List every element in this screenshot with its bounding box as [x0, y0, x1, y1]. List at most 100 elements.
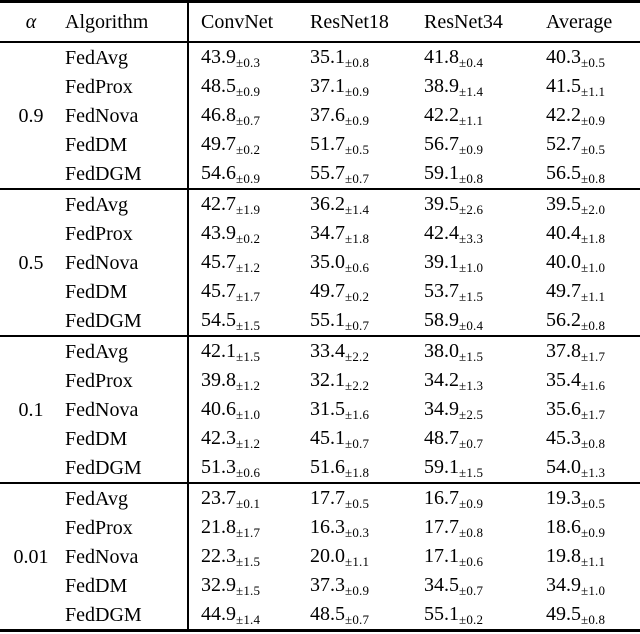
accuracy-std: ±0.3: [236, 54, 261, 70]
table-row: FedNova 40.6±1.0 31.5±1.6 34.9±2.5 35.6±1.7: [0, 395, 640, 424]
accuracy-std: ±1.5: [236, 348, 261, 364]
algorithm-name: FedAvg: [65, 487, 128, 510]
accuracy-std: ±1.8: [345, 464, 370, 480]
algorithm-name: FedProx: [65, 369, 133, 392]
accuracy-cell: 33.4±2.2: [298, 336, 412, 366]
algorithm-name: FedNova: [65, 251, 139, 274]
accuracy-cell: 34.5±0.7: [412, 571, 534, 600]
accuracy-std: ±0.9: [345, 582, 370, 598]
accuracy-cell: 51.7±0.5: [298, 130, 412, 159]
accuracy-mean: 34.5: [424, 573, 459, 596]
accuracy-mean: 45.3: [546, 426, 581, 449]
accuracy-cell: 37.3±0.9: [298, 571, 412, 600]
algorithm-name: FedProx: [65, 516, 133, 539]
accuracy-cell: 59.1±0.8: [412, 159, 534, 189]
algorithm-name: FedAvg: [65, 340, 128, 363]
accuracy-cell: 38.9±1.4: [412, 72, 534, 101]
table-row: FedProx 21.8±1.7 16.3±0.3 17.7±0.8 18.6±0.9: [0, 513, 640, 542]
accuracy-mean: 39.5: [424, 192, 459, 215]
accuracy-std: ±1.5: [236, 317, 261, 333]
algorithm-name: FedProx: [65, 75, 133, 98]
accuracy-mean: 31.5: [310, 397, 345, 420]
accuracy-std: ±0.8: [345, 54, 370, 70]
accuracy-mean: 22.3: [201, 544, 236, 567]
table-row: FedProx 43.9±0.2 34.7±1.8 42.4±3.3 40.4±1.8: [0, 219, 640, 248]
accuracy-mean: 49.5: [546, 602, 581, 625]
accuracy-mean: 56.2: [546, 308, 581, 331]
accuracy-mean: 59.1: [424, 455, 459, 478]
accuracy-mean: 35.0: [310, 250, 345, 273]
table-row: FedDM 49.7±0.2 51.7±0.5 56.7±0.9 52.7±0.5: [0, 130, 640, 159]
accuracy-mean: 54.6: [201, 161, 236, 184]
table-row: FedDGM 54.5±1.5 55.1±0.7 58.9±0.4 56.2±0.8: [0, 306, 640, 336]
accuracy-std: ±1.7: [581, 406, 606, 422]
accuracy-mean: 39.8: [201, 368, 236, 391]
accuracy-mean: 16.7: [424, 486, 459, 509]
accuracy-mean: 44.9: [201, 602, 236, 625]
algorithm-name: FedDGM: [65, 603, 142, 626]
table-row: 0.01 FedAvg 23.7±0.1 17.7±0.5 16.7±0.9 19.3±0…: [0, 483, 640, 566]
accuracy-std: ±1.7: [236, 524, 261, 540]
accuracy-std: ±0.4: [459, 317, 484, 333]
accuracy-cell: 54.5±1.5: [187, 306, 298, 336]
table-row: 0.5 FedAvg 42.7±1.9 36.2±1.4 39.5±2.6 39.5±2.…: [0, 189, 640, 273]
accuracy-mean: 55.1: [310, 308, 345, 331]
accuracy-mean: 49.7: [310, 279, 345, 302]
accuracy-mean: 54.5: [201, 308, 236, 331]
accuracy-cell: 17.7±0.8: [412, 513, 534, 542]
accuracy-mean: 42.3: [201, 426, 236, 449]
accuracy-std: ±1.1: [581, 83, 606, 99]
accuracy-cell: 51.6±1.8: [298, 453, 412, 483]
accuracy-std: ±0.9: [345, 83, 370, 99]
accuracy-std: ±1.4: [236, 611, 261, 627]
accuracy-std: ±0.8: [581, 170, 606, 186]
accuracy-cell: 41.8±0.4: [412, 42, 534, 72]
accuracy-mean: 49.7: [201, 132, 236, 155]
accuracy-cell: 56.2±0.8: [534, 306, 640, 336]
accuracy-cell: 23.7±0.1: [187, 483, 298, 513]
alpha-group-label: 0.01: [13, 545, 49, 568]
algorithm-name: FedAvg: [65, 193, 128, 216]
accuracy-std: ±1.8: [345, 230, 370, 246]
accuracy-mean: 38.0: [424, 339, 459, 362]
accuracy-mean: 55.7: [310, 161, 345, 184]
accuracy-cell: 37.6±0.9: [298, 101, 412, 130]
accuracy-std: ±0.4: [459, 54, 484, 70]
accuracy-std: ±0.7: [236, 112, 261, 128]
accuracy-mean: 34.7: [310, 221, 345, 244]
alpha-group-label: 0.1: [18, 398, 44, 421]
accuracy-cell: 17.7±0.5: [298, 483, 412, 513]
accuracy-cell: 41.5±1.1: [534, 72, 640, 101]
accuracy-mean: 16.3: [310, 515, 345, 538]
accuracy-std: ±1.0: [459, 259, 484, 275]
accuracy-std: ±1.5: [459, 348, 484, 364]
accuracy-std: ±1.0: [236, 406, 261, 422]
table-row: 0.1 FedAvg 42.1±1.5 33.4±2.2 38.0±1.5 37.8±1.…: [0, 336, 640, 420]
accuracy-std: ±0.7: [459, 582, 484, 598]
accuracy-mean: 20.0: [310, 544, 345, 567]
accuracy-std: ±0.6: [345, 259, 370, 275]
accuracy-cell: 54.6±0.9: [187, 159, 298, 189]
col-header-algorithm: Algorithm: [65, 10, 149, 33]
accuracy-std: ±0.9: [236, 170, 261, 186]
table-row: FedDGM 44.9±1.4 48.5±0.7 55.1±0.2 49.5±0.8: [0, 600, 640, 631]
accuracy-cell: 49.5±0.8: [534, 600, 640, 631]
accuracy-mean: 55.1: [424, 602, 459, 625]
accuracy-cell: 55.7±0.7: [298, 159, 412, 189]
accuracy-std: ±1.6: [581, 377, 606, 393]
accuracy-cell: 34.9±2.5: [412, 395, 534, 424]
accuracy-cell: 21.8±1.7: [187, 513, 298, 542]
accuracy-std: ±1.3: [581, 464, 606, 480]
accuracy-cell: 32.1±2.2: [298, 366, 412, 395]
accuracy-std: ±0.9: [345, 112, 370, 128]
accuracy-cell: 45.1±0.7: [298, 424, 412, 453]
accuracy-cell: 43.9±0.2: [187, 219, 298, 248]
accuracy-cell: 16.3±0.3: [298, 513, 412, 542]
accuracy-mean: 19.3: [546, 486, 581, 509]
accuracy-cell: 55.1±0.2: [412, 600, 534, 631]
table-row: FedDM 42.3±1.2 45.1±0.7 48.7±0.7 45.3±0.8: [0, 424, 640, 453]
accuracy-mean: 23.7: [201, 486, 236, 509]
accuracy-mean: 38.9: [424, 74, 459, 97]
accuracy-cell: 34.9±1.0: [534, 571, 640, 600]
